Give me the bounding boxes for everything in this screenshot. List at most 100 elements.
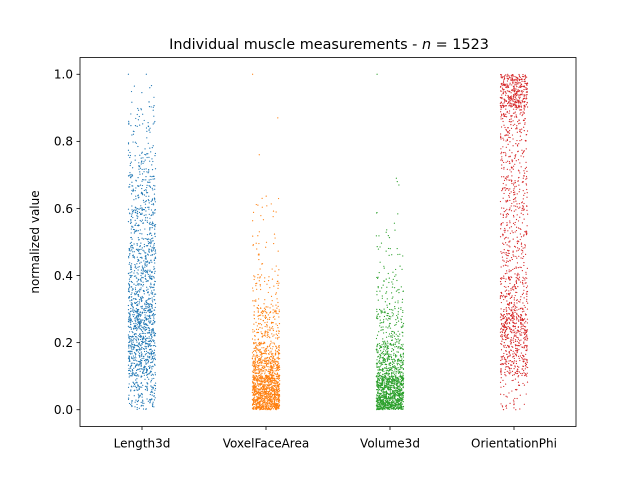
data-point <box>273 242 275 245</box>
data-point <box>128 175 130 177</box>
data-point <box>142 113 144 115</box>
data-point <box>146 383 148 385</box>
data-point <box>378 368 381 371</box>
data-point <box>386 358 388 360</box>
data-point <box>400 346 402 348</box>
data-point <box>145 176 147 178</box>
data-point <box>130 286 132 288</box>
data-point <box>391 385 393 387</box>
data-point <box>258 343 261 345</box>
data-point <box>268 335 270 337</box>
data-point <box>259 327 261 329</box>
data-point <box>138 368 140 370</box>
data-point <box>153 184 155 187</box>
data-point <box>131 212 133 214</box>
data-point <box>267 375 270 377</box>
data-point <box>515 372 517 375</box>
data-point <box>148 251 150 253</box>
data-point <box>255 386 257 389</box>
data-point <box>382 311 384 313</box>
data-point <box>148 206 150 208</box>
data-point <box>522 365 524 367</box>
data-point <box>376 397 378 399</box>
data-point-outlier <box>252 73 254 75</box>
data-point <box>401 367 403 369</box>
data-point <box>132 348 135 350</box>
data-point <box>388 335 390 337</box>
data-point <box>154 306 156 309</box>
data-point <box>151 368 153 370</box>
data-point <box>399 397 402 399</box>
data-point <box>259 377 261 379</box>
data-point <box>129 310 132 313</box>
data-point <box>277 287 279 289</box>
data-point <box>268 383 270 385</box>
data-point <box>388 358 391 361</box>
data-point <box>278 404 281 406</box>
data-point <box>151 350 154 352</box>
data-point <box>385 393 387 396</box>
data-point <box>136 364 138 367</box>
data-point <box>510 364 512 366</box>
data-point <box>375 235 377 237</box>
data-point <box>146 217 148 219</box>
data-point <box>277 327 279 329</box>
data-point <box>384 344 386 346</box>
data-point <box>391 312 393 314</box>
data-point <box>255 364 258 366</box>
data-point <box>264 280 266 283</box>
data-point <box>141 207 143 209</box>
data-point <box>147 181 149 183</box>
data-point <box>391 370 393 372</box>
data-point <box>395 381 397 383</box>
data-point <box>140 184 142 186</box>
data-point <box>270 352 272 354</box>
data-point <box>267 329 269 331</box>
data-point <box>251 398 253 401</box>
data-point <box>135 277 137 279</box>
data-point <box>146 271 149 273</box>
data-point <box>138 327 140 329</box>
data-point <box>399 368 401 370</box>
data-point <box>253 363 255 365</box>
data-point <box>399 378 401 381</box>
data-point <box>135 142 137 144</box>
data-point <box>271 326 274 328</box>
data-point <box>265 246 267 248</box>
data-point <box>146 221 149 224</box>
data-point <box>393 362 395 364</box>
data-point <box>264 373 266 375</box>
data-point <box>131 336 133 338</box>
data-point <box>398 393 401 395</box>
data-point <box>378 378 380 380</box>
data-point <box>133 333 136 335</box>
data-point <box>267 408 269 411</box>
data-point-outlier <box>395 177 397 179</box>
data-point <box>138 354 140 356</box>
data-point <box>140 365 142 367</box>
data-point <box>275 389 277 391</box>
data-point <box>131 175 134 177</box>
data-point <box>140 248 142 251</box>
data-point <box>380 311 382 313</box>
data-point <box>395 378 398 380</box>
data-point <box>149 370 152 372</box>
data-point <box>385 350 387 352</box>
data-point <box>131 271 133 273</box>
data-point <box>395 370 397 373</box>
data-point <box>145 367 147 370</box>
data-point <box>274 399 276 401</box>
data-point <box>398 372 400 375</box>
data-point <box>141 267 144 269</box>
data-point <box>129 352 131 355</box>
data-point <box>382 358 384 360</box>
data-point <box>139 333 141 335</box>
data-point <box>266 321 268 323</box>
data-point <box>261 311 263 313</box>
data-point <box>128 272 130 275</box>
data-point <box>267 366 269 368</box>
data-point <box>131 302 133 304</box>
data-point <box>148 213 150 215</box>
data-point <box>526 346 528 348</box>
data-point <box>137 399 140 401</box>
